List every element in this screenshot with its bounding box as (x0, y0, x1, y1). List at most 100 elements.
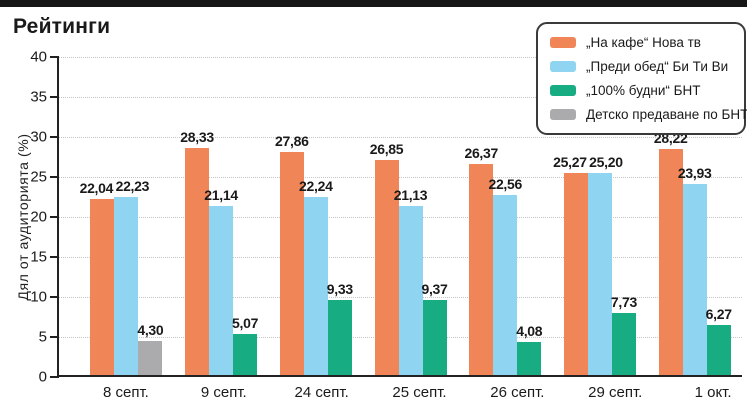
gridline (59, 97, 742, 98)
bar-value-label: 25,20 (589, 154, 623, 171)
y-tick-mark (50, 296, 59, 298)
y-tick-mark (50, 176, 59, 178)
bar: 23,93 (678, 165, 712, 375)
bar: 21,13 (394, 187, 428, 375)
plot-area: 0 5 10 15 20 25 30 35 40 22,04 22,23 4,30 28,33 21,1… (30, 49, 742, 386)
y-tick-label: 25 (30, 168, 47, 186)
bar-block: 28,33 21,14 5,07 (180, 129, 258, 375)
y-tick-label: 40 (30, 48, 47, 66)
legend-item: „100% будни“ БНТ (550, 83, 732, 98)
y-tick-mark (50, 376, 59, 378)
bar-value-label: 4,30 (137, 321, 164, 338)
legend-label: „На кафе“ Нова тв (586, 35, 701, 50)
y-tick-label: 15 (30, 248, 47, 266)
bar: 22,04 (80, 180, 115, 375)
bar-block: 28,22 23,93 6,27 (654, 130, 732, 375)
bar-value-label: 22,04 (79, 179, 114, 196)
y-tick-label: 30 (30, 128, 47, 146)
x-axis-label: 26 септ. (490, 384, 545, 400)
bar: 22,24 (299, 178, 333, 375)
y-tick-label: 0 (38, 368, 47, 386)
bar-value-label: 5,07 (232, 315, 259, 332)
legend-swatch (550, 85, 576, 96)
bar: 26,37 (464, 145, 498, 375)
bar-value-label: 27,86 (275, 133, 309, 150)
bar: 9,37 (421, 281, 448, 375)
x-axis-labels-row: 8 септ. 9 септ. 24 септ. 25 септ. 26 септ. 29… (57, 379, 747, 400)
bar: 27,86 (275, 133, 309, 375)
bar-value-label: 22,24 (299, 178, 333, 195)
legend-swatch (550, 37, 576, 48)
x-axis-label-slot: 9 септ. (175, 379, 273, 400)
legend-swatch (550, 61, 576, 72)
x-axis-label-slot: 29 септ. (566, 379, 664, 400)
x-axis-label: 29 септ. (588, 384, 643, 400)
y-tick-mark (50, 256, 59, 258)
bar-value-label: 7,73 (610, 294, 637, 311)
bar-value-label: 28,33 (180, 129, 214, 146)
x-axis-label-slot: 26 септ. (468, 379, 566, 400)
bar-group: 27,86 22,24 9,33 (268, 57, 363, 375)
bar-value-label: 21,14 (204, 186, 238, 203)
bar: 21,14 (204, 187, 238, 375)
x-axis-label: 24 септ. (294, 384, 349, 400)
legend-label: Детско предаване по БНТ (586, 107, 747, 122)
bar-value-label: 22,56 (488, 175, 523, 192)
legend-label: „Преди обед“ Би Ти Ви (586, 59, 729, 74)
gridline (59, 137, 742, 138)
gridline (59, 177, 742, 178)
bar-value-label: 25,27 (553, 153, 587, 170)
legend-label: „100% будни“ БНТ (586, 83, 701, 98)
legend-item: Детско предаване по БНТ (550, 107, 747, 122)
y-tick-mark (50, 216, 59, 218)
bar: 9,33 (327, 281, 353, 375)
bar: 6,27 (706, 306, 732, 375)
y-tick-mark (50, 136, 59, 138)
x-axis-label-slot: 24 септ. (273, 379, 371, 400)
bar-group: 25,27 25,20 7,73 (553, 57, 648, 375)
bar: 26,85 (370, 141, 404, 375)
bar-group: 26,37 22,56 4,08 (458, 57, 553, 375)
bar: 5,07 (232, 315, 258, 375)
y-tick-mark (50, 56, 59, 58)
bar: 4,08 (516, 323, 543, 375)
bar-value-label: 21,13 (393, 186, 428, 203)
bar: 28,33 (180, 129, 214, 375)
x-axis-label-slot: 25 септ. (371, 379, 469, 400)
bar-block: 22,04 22,23 4,30 (80, 178, 164, 375)
bar-value-label: 26,85 (369, 141, 404, 158)
y-tick-mark (50, 336, 59, 338)
x-axis-label: 1 окт. (694, 384, 732, 400)
bar-groups-row: 22,04 22,23 4,30 28,33 21,14 5,07 27,86 22,24 9,… (59, 57, 742, 375)
bar: 25,20 (587, 154, 623, 375)
bar-value-label: 9,37 (421, 281, 448, 298)
bar-value-label: 22,23 (115, 178, 150, 195)
gridline (59, 57, 742, 58)
bar-value-label: 26,37 (464, 145, 499, 162)
top-divider-rule (0, 0, 747, 7)
y-tick-label: 20 (30, 208, 47, 226)
bar-value-label: 6,27 (705, 305, 732, 322)
bar: 25,27 (553, 154, 588, 375)
y-tick-mark (50, 96, 59, 98)
legend-item: „Преди обед“ Би Ти Ви (550, 59, 732, 74)
bar-block: 26,85 21,13 9,37 (370, 141, 448, 375)
bar-value-label: 4,08 (516, 323, 543, 340)
bar-block: 25,27 25,20 7,73 (553, 154, 637, 375)
x-axis-label-slot: 8 септ. (77, 379, 175, 400)
legend-item: „На кафе“ Нова тв (550, 35, 732, 50)
bar-block: 27,86 22,24 9,33 (275, 133, 353, 375)
x-axis-label: 8 септ. (103, 384, 149, 400)
bar-value-label: 9,33 (326, 281, 353, 298)
bar-group: 28,22 23,93 6,27 (647, 57, 742, 375)
chart-title: Рейтинги (13, 15, 111, 38)
bar-group: 22,04 22,23 4,30 (79, 57, 174, 375)
bar: 22,56 (488, 176, 522, 375)
bar: 7,73 (611, 294, 637, 375)
bar: 4,30 (137, 322, 164, 375)
x-axis-label-slot: 1 окт. (664, 379, 747, 400)
legend-swatch (550, 109, 576, 120)
legend-box: „На кафе“ Нова тв „Преди обед“ Би Ти Ви „1… (536, 22, 747, 135)
bar: 22,23 (114, 178, 149, 375)
